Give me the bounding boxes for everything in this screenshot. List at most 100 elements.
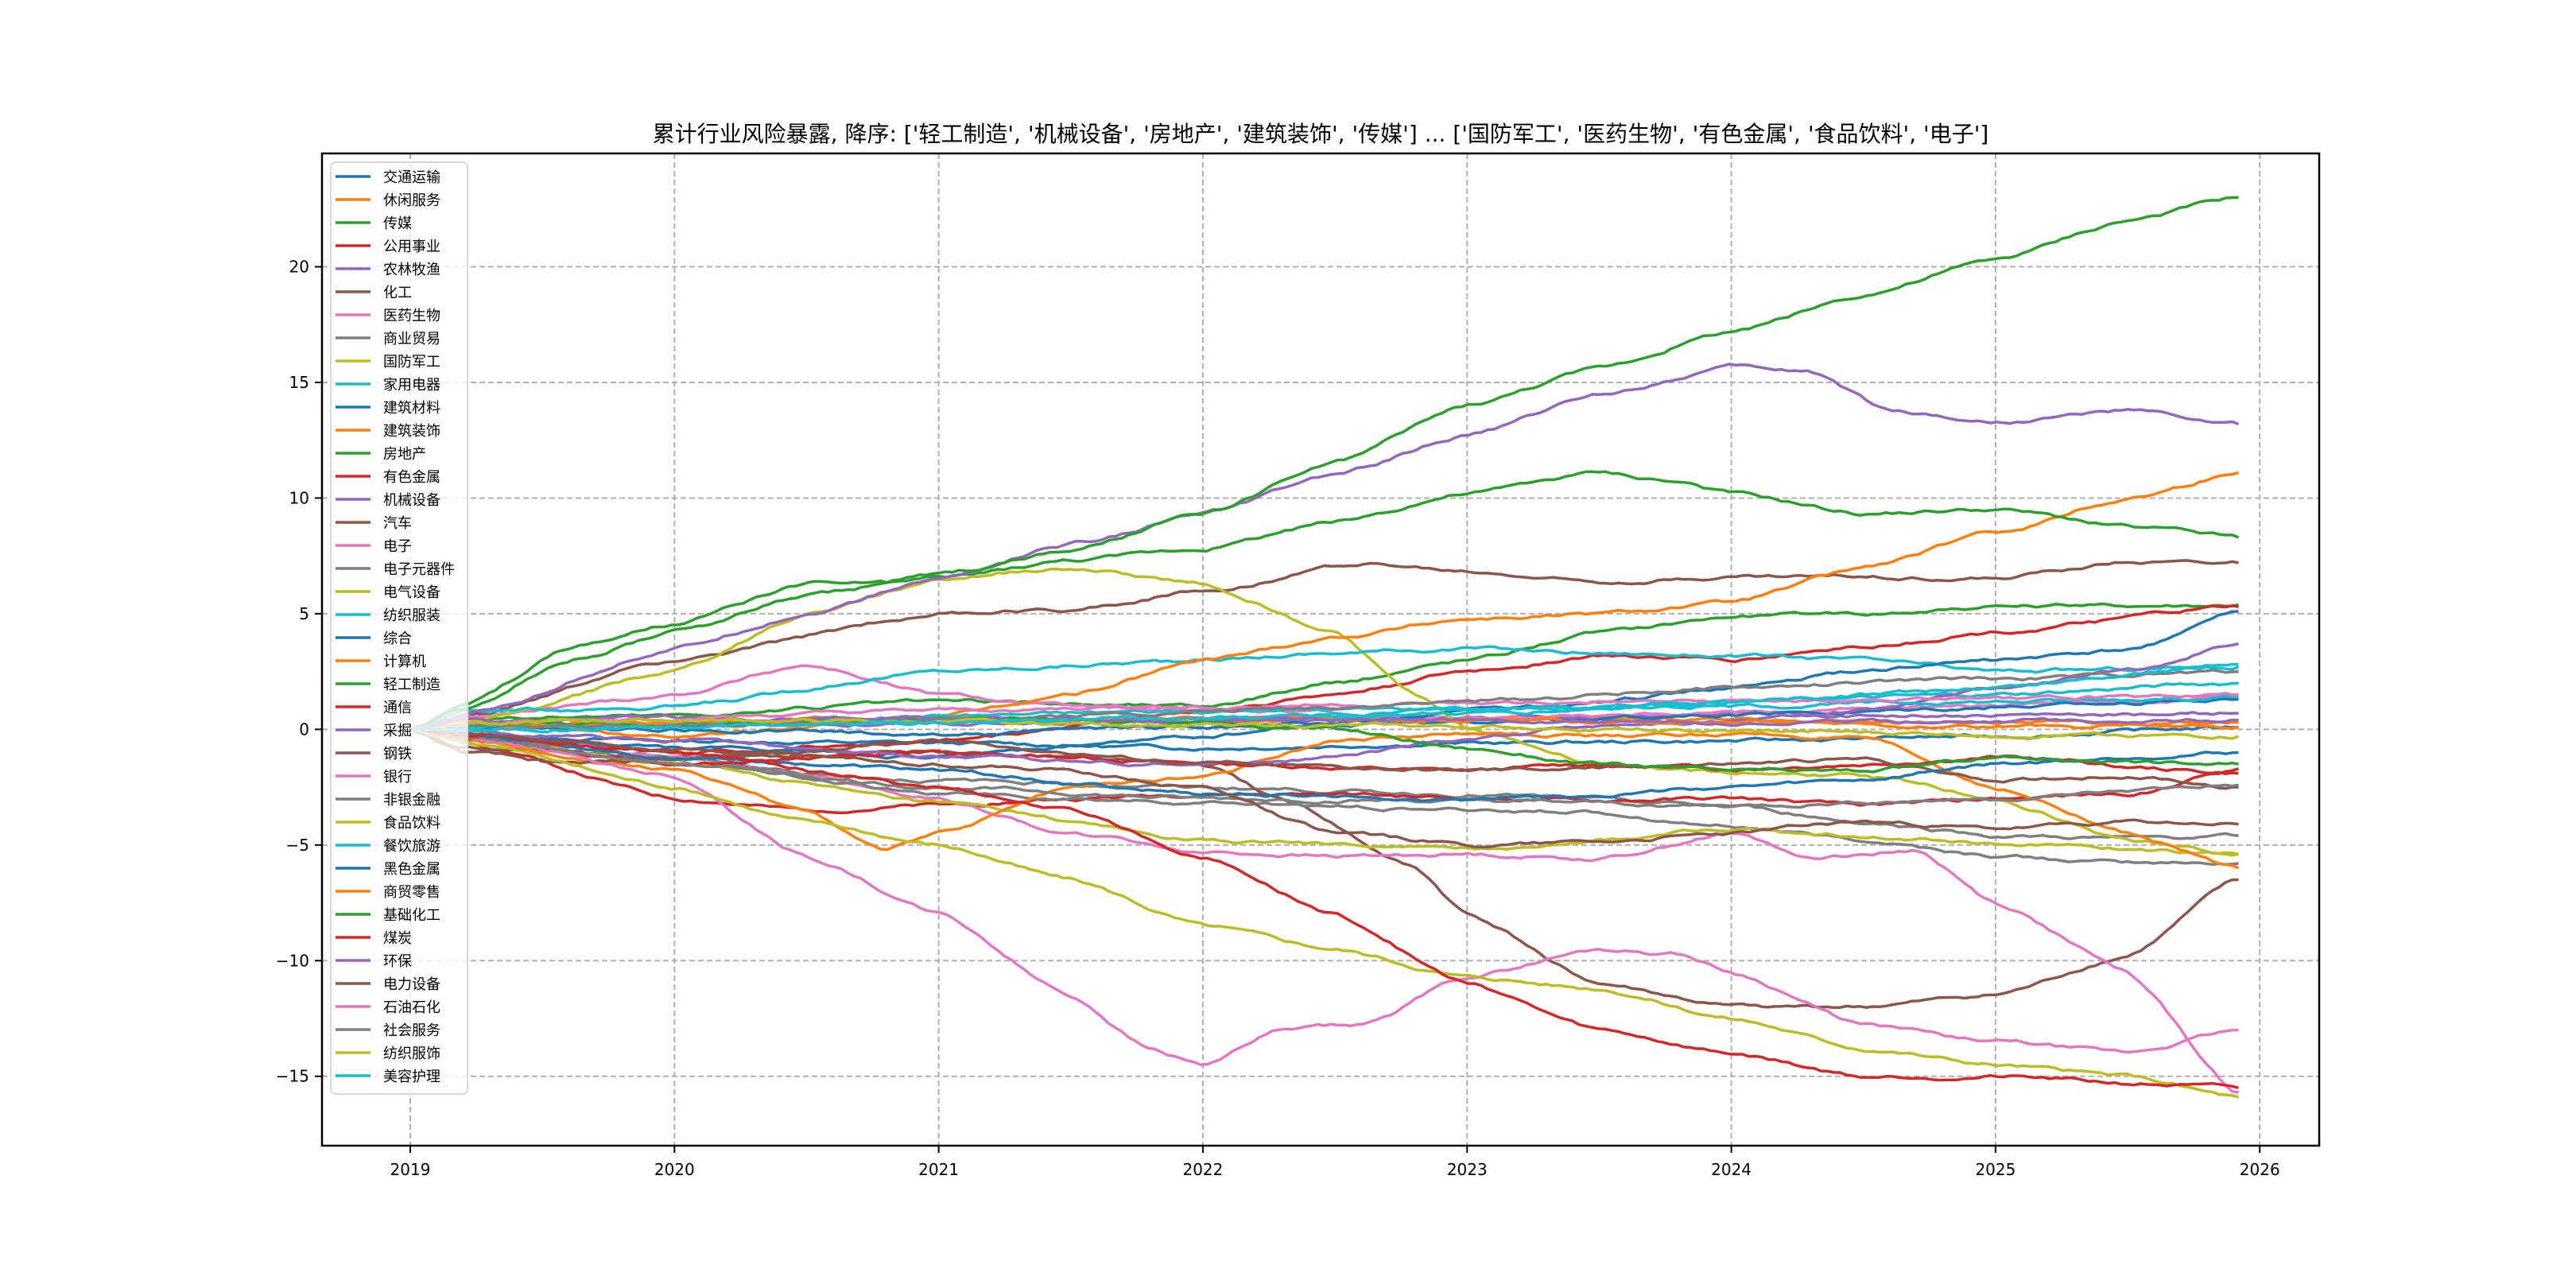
legend-item: 家用电器	[336, 377, 440, 394]
legend-item: 房地产	[336, 446, 426, 463]
legend-item: 医药生物	[336, 308, 440, 324]
series-line	[409, 727, 2240, 1089]
legend-item: 黑色金属	[336, 861, 440, 878]
legend-label: 非银金融	[383, 792, 440, 809]
legend-label: 电气设备	[383, 584, 440, 601]
y-tick-label: 10	[289, 488, 309, 507]
legend-label: 有色金属	[383, 469, 440, 486]
y-tick-label: −10	[276, 951, 309, 970]
series-line	[409, 717, 2240, 740]
legend-label: 黑色金属	[383, 861, 440, 878]
legend-label: 基础化工	[383, 907, 440, 924]
legend-label: 银行	[383, 769, 412, 786]
legend: 交通运输休闲服务传媒公用事业农林牧渔化工医药生物商业贸易国防军工家用电器建筑材料…	[330, 161, 468, 1095]
legend-label: 美容护理	[383, 1069, 440, 1085]
legend-label: 化工	[383, 285, 412, 301]
grid	[322, 153, 2319, 1146]
series-line	[409, 363, 2240, 731]
y-tick-label: 15	[289, 373, 309, 392]
series-line	[409, 692, 2239, 732]
legend-item: 机械设备	[336, 492, 440, 509]
legend-label: 医药生物	[383, 308, 440, 324]
y-tick-label: −15	[276, 1067, 309, 1086]
legend-item: 综合	[336, 630, 412, 647]
y-tick-label: 5	[299, 604, 309, 623]
legend-label: 环保	[383, 953, 412, 970]
legend-item: 商业贸易	[336, 331, 440, 347]
legend-item: 电子	[336, 538, 412, 555]
legend-label: 电力设备	[383, 976, 440, 993]
legend-item: 商贸零售	[336, 884, 440, 901]
legend-label: 轻工制造	[383, 677, 440, 693]
series-line	[409, 471, 2240, 739]
legend-item: 钢铁	[336, 746, 412, 762]
legend-item: 汽车	[336, 515, 412, 532]
legend-item: 计算机	[336, 654, 426, 670]
legend-item: 建筑材料	[336, 400, 440, 417]
series-line	[409, 727, 2240, 1099]
plot-frame	[320, 152, 2321, 1147]
x-tick-label: 2019	[390, 1160, 431, 1179]
legend-item: 公用事业	[336, 239, 440, 255]
legend-item: 国防军工	[336, 354, 440, 370]
legend-item: 食品饮料	[336, 815, 440, 832]
legend-label: 电子	[383, 538, 412, 555]
legend-label: 采掘	[383, 723, 412, 739]
y-tick-label: 20	[289, 258, 309, 277]
legend-box	[330, 161, 468, 1095]
y-tick-label: 0	[299, 720, 309, 739]
legend-label: 建筑材料	[383, 400, 440, 417]
legend-label: 农林牧渔	[383, 262, 440, 278]
legend-label: 通信	[383, 700, 412, 716]
legend-item: 电力设备	[336, 976, 440, 993]
series-line	[409, 196, 2239, 731]
x-tick-label: 2022	[1182, 1160, 1223, 1179]
x-tick-label: 2026	[2240, 1160, 2280, 1179]
legend-label: 纺织服饰	[383, 1046, 440, 1062]
x-tick-label: 2021	[918, 1160, 959, 1179]
x-tick-label: 2024	[1711, 1160, 1752, 1179]
legend-item: 通信	[336, 700, 412, 716]
chart-title: 累计行业风险暴露, 降序: ['轻工制造', '机械设备', '房地产', '建…	[653, 121, 1989, 147]
legend-item: 电气设备	[336, 584, 440, 601]
legend-item: 社会服务	[336, 1022, 440, 1039]
series-line	[409, 727, 2239, 849]
legend-label: 交通运输	[383, 169, 440, 186]
legend-item: 非银金融	[336, 792, 440, 809]
series-line	[409, 604, 2239, 756]
series-line	[409, 727, 2239, 809]
series-line	[409, 724, 2239, 752]
legend-label: 国防军工	[383, 354, 440, 370]
legend-item: 纺织服饰	[336, 1046, 440, 1062]
legend-label: 电子元器件	[383, 561, 455, 578]
legend-label: 汽车	[383, 515, 412, 532]
axes: 2019 2020 2021 2022 2023 2024 2025 2026 −15 −10 −5…	[276, 152, 2321, 1179]
legend-label: 商贸零售	[383, 884, 440, 901]
legend-item: 电子元器件	[336, 561, 455, 578]
series-line	[409, 727, 2239, 803]
legend-label: 餐饮旅游	[383, 838, 440, 855]
legend-item: 采掘	[336, 723, 412, 739]
legend-label: 计算机	[383, 654, 426, 670]
legend-label: 食品饮料	[383, 815, 440, 832]
legend-item: 基础化工	[336, 907, 440, 924]
legend-label: 石油石化	[383, 999, 440, 1016]
legend-item: 休闲服务	[336, 192, 440, 209]
legend-label: 钢铁	[383, 746, 412, 762]
legend-item: 石油石化	[336, 999, 440, 1016]
series-line	[409, 470, 2240, 731]
legend-item: 轻工制造	[336, 677, 440, 693]
legend-item: 纺织服装	[336, 607, 440, 624]
legend-label: 家用电器	[383, 377, 440, 394]
series-lines	[409, 196, 2240, 1099]
legend-item: 传媒	[336, 215, 412, 232]
legend-item: 化工	[336, 285, 412, 301]
series-line	[409, 559, 2239, 731]
legend-label: 传媒	[383, 215, 412, 232]
x-tick-label: 2025	[1975, 1160, 2015, 1179]
series-line	[409, 727, 2239, 867]
series-line	[409, 567, 2239, 856]
series-line	[409, 662, 2239, 734]
legend-item: 交通运输	[336, 169, 440, 186]
